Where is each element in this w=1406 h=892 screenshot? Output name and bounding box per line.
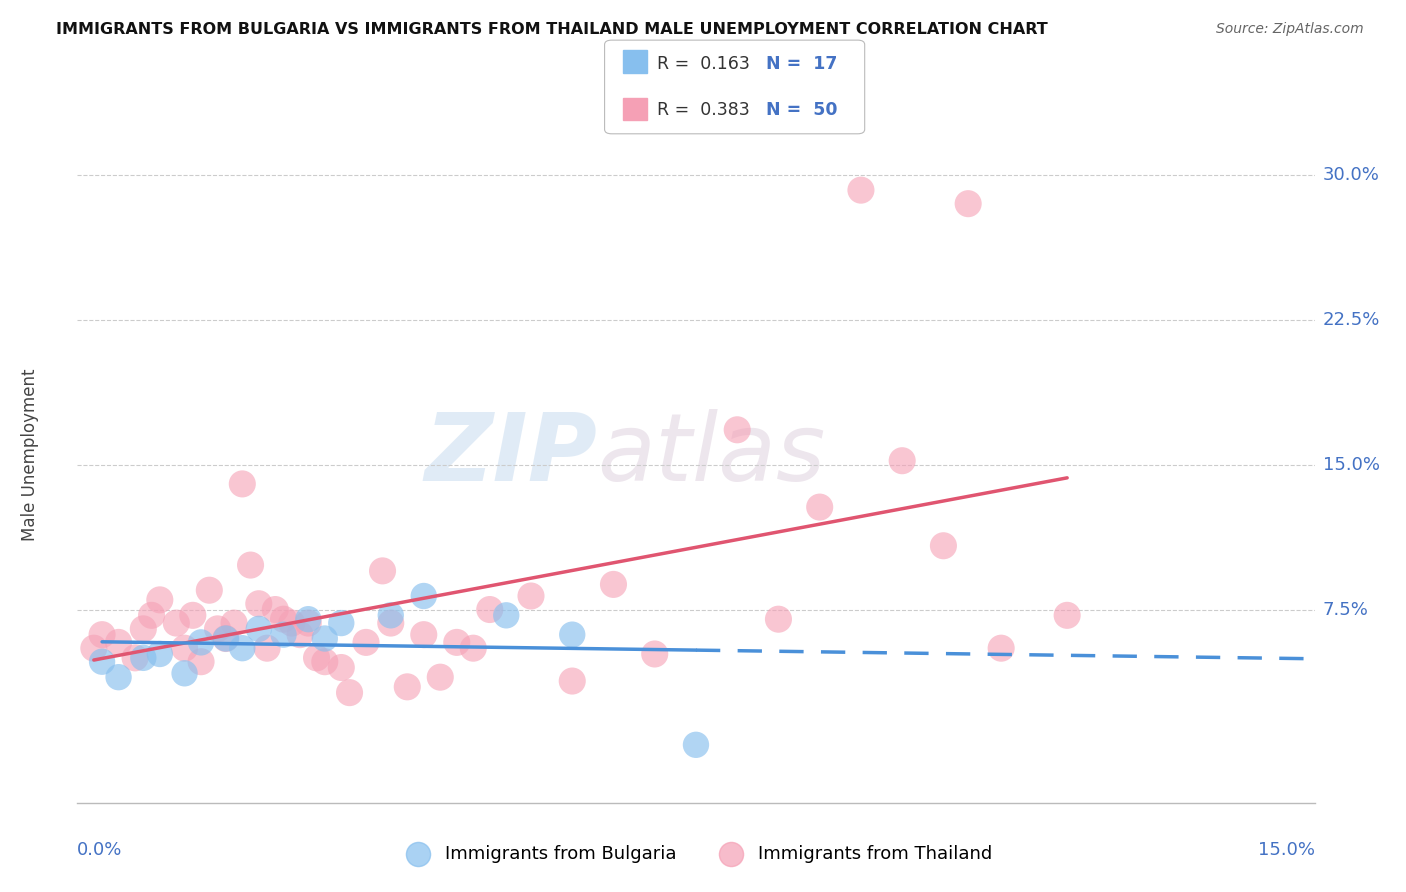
- Point: [330, 615, 353, 630]
- Point: [149, 592, 172, 607]
- Text: R =  0.163: R = 0.163: [657, 55, 749, 73]
- Point: [602, 577, 624, 591]
- Point: [520, 589, 543, 603]
- Point: [314, 632, 336, 646]
- Point: [215, 632, 238, 646]
- Point: [231, 476, 253, 491]
- Text: Source: ZipAtlas.com: Source: ZipAtlas.com: [1216, 22, 1364, 37]
- Point: [173, 666, 195, 681]
- Point: [330, 660, 353, 674]
- Point: [107, 635, 129, 649]
- Point: [561, 674, 583, 689]
- Point: [91, 628, 114, 642]
- Point: [371, 564, 394, 578]
- Point: [91, 655, 114, 669]
- Point: [264, 602, 287, 616]
- Point: [149, 647, 172, 661]
- Text: Male Unemployment: Male Unemployment: [21, 368, 39, 541]
- Point: [396, 680, 419, 694]
- Point: [685, 738, 707, 752]
- Point: [107, 670, 129, 684]
- Text: 30.0%: 30.0%: [1323, 166, 1379, 184]
- Point: [495, 608, 517, 623]
- Text: 22.5%: 22.5%: [1323, 310, 1381, 328]
- Point: [412, 628, 434, 642]
- Point: [165, 615, 187, 630]
- Point: [463, 641, 485, 656]
- Legend: Immigrants from Bulgaria, Immigrants from Thailand: Immigrants from Bulgaria, Immigrants fro…: [392, 838, 1000, 871]
- Point: [181, 608, 204, 623]
- Text: 15.0%: 15.0%: [1323, 456, 1379, 474]
- Point: [190, 655, 212, 669]
- Point: [768, 612, 790, 626]
- Text: 7.5%: 7.5%: [1323, 600, 1369, 618]
- Point: [644, 647, 666, 661]
- Point: [297, 612, 319, 626]
- Point: [124, 651, 146, 665]
- Text: 15.0%: 15.0%: [1257, 841, 1315, 859]
- Point: [380, 615, 402, 630]
- Point: [932, 539, 955, 553]
- Point: [256, 641, 278, 656]
- Point: [281, 615, 304, 630]
- Point: [132, 622, 155, 636]
- Point: [207, 622, 229, 636]
- Text: atlas: atlas: [598, 409, 825, 500]
- Point: [239, 558, 262, 573]
- Point: [412, 589, 434, 603]
- Point: [429, 670, 451, 684]
- Point: [849, 183, 872, 197]
- Point: [725, 423, 748, 437]
- Point: [190, 635, 212, 649]
- Point: [222, 615, 245, 630]
- Point: [957, 196, 980, 211]
- Point: [198, 583, 221, 598]
- Point: [446, 635, 468, 649]
- Point: [273, 612, 295, 626]
- Text: 0.0%: 0.0%: [77, 841, 122, 859]
- Point: [314, 655, 336, 669]
- Point: [132, 651, 155, 665]
- Point: [215, 632, 238, 646]
- Text: ZIP: ZIP: [425, 409, 598, 501]
- Point: [891, 454, 914, 468]
- Point: [173, 641, 195, 656]
- Point: [380, 608, 402, 623]
- Point: [141, 608, 163, 623]
- Point: [305, 651, 328, 665]
- Point: [561, 628, 583, 642]
- Point: [83, 641, 105, 656]
- Text: R =  0.383: R = 0.383: [657, 101, 749, 119]
- Point: [808, 500, 831, 515]
- Text: N =  50: N = 50: [766, 101, 838, 119]
- Point: [478, 602, 501, 616]
- Point: [247, 597, 270, 611]
- Point: [1056, 608, 1078, 623]
- Point: [339, 686, 361, 700]
- Point: [990, 641, 1012, 656]
- Text: IMMIGRANTS FROM BULGARIA VS IMMIGRANTS FROM THAILAND MALE UNEMPLOYMENT CORRELATI: IMMIGRANTS FROM BULGARIA VS IMMIGRANTS F…: [56, 22, 1047, 37]
- Point: [247, 622, 270, 636]
- Point: [288, 628, 311, 642]
- Text: N =  17: N = 17: [766, 55, 838, 73]
- Point: [297, 615, 319, 630]
- Point: [231, 641, 253, 656]
- Point: [273, 628, 295, 642]
- Point: [354, 635, 377, 649]
